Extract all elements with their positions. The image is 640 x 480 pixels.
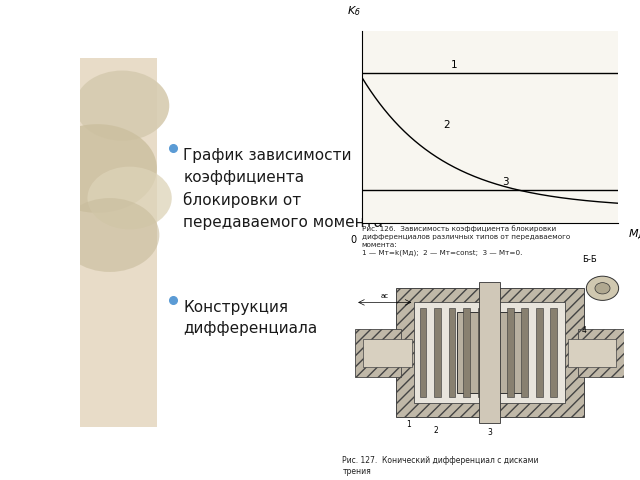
Bar — [463, 309, 470, 397]
Bar — [550, 309, 557, 397]
Circle shape — [60, 198, 159, 272]
Text: 2: 2 — [433, 426, 438, 435]
Bar — [449, 309, 456, 397]
Text: Конструкция
дифференциала: Конструкция дифференциала — [183, 300, 317, 336]
Text: 1: 1 — [406, 420, 412, 430]
Bar — [364, 339, 412, 367]
Circle shape — [586, 276, 619, 300]
Bar — [355, 329, 401, 377]
Bar — [396, 288, 584, 417]
Bar — [458, 312, 522, 393]
Text: 2: 2 — [444, 120, 450, 130]
Bar — [568, 339, 616, 367]
Bar — [522, 309, 528, 397]
Bar — [414, 302, 565, 403]
Bar — [507, 309, 513, 397]
Circle shape — [38, 124, 157, 213]
Bar — [478, 309, 484, 397]
Text: $K_б$: $K_б$ — [347, 4, 361, 18]
Text: 4: 4 — [581, 325, 586, 335]
Text: Рис. 127.  Конический дифференциал с дисками
трения: Рис. 127. Конический дифференциал с диск… — [342, 456, 539, 477]
Bar — [434, 309, 441, 397]
Text: График зависимости
коэффициента
блокировки от
передаваемого момента: График зависимости коэффициента блокиров… — [183, 148, 383, 230]
Text: $M_д$: $M_д$ — [628, 228, 640, 242]
Bar — [80, 58, 157, 427]
Text: 0: 0 — [351, 235, 357, 245]
Text: Б-Б: Б-Б — [582, 255, 596, 264]
Text: ac: ac — [381, 293, 389, 300]
Bar — [479, 282, 500, 423]
Bar — [579, 329, 624, 377]
Circle shape — [88, 167, 172, 229]
Bar — [420, 309, 426, 397]
Text: Рис. 126.  Зависимость коэффициента блокировки
дифференциалов различных типов от: Рис. 126. Зависимость коэффициента блоки… — [362, 226, 570, 256]
Text: 3: 3 — [487, 429, 492, 437]
Circle shape — [595, 283, 610, 294]
Bar — [536, 309, 543, 397]
Text: 3: 3 — [502, 177, 509, 187]
Circle shape — [75, 71, 169, 141]
Text: 1: 1 — [451, 60, 458, 70]
Bar — [492, 309, 499, 397]
